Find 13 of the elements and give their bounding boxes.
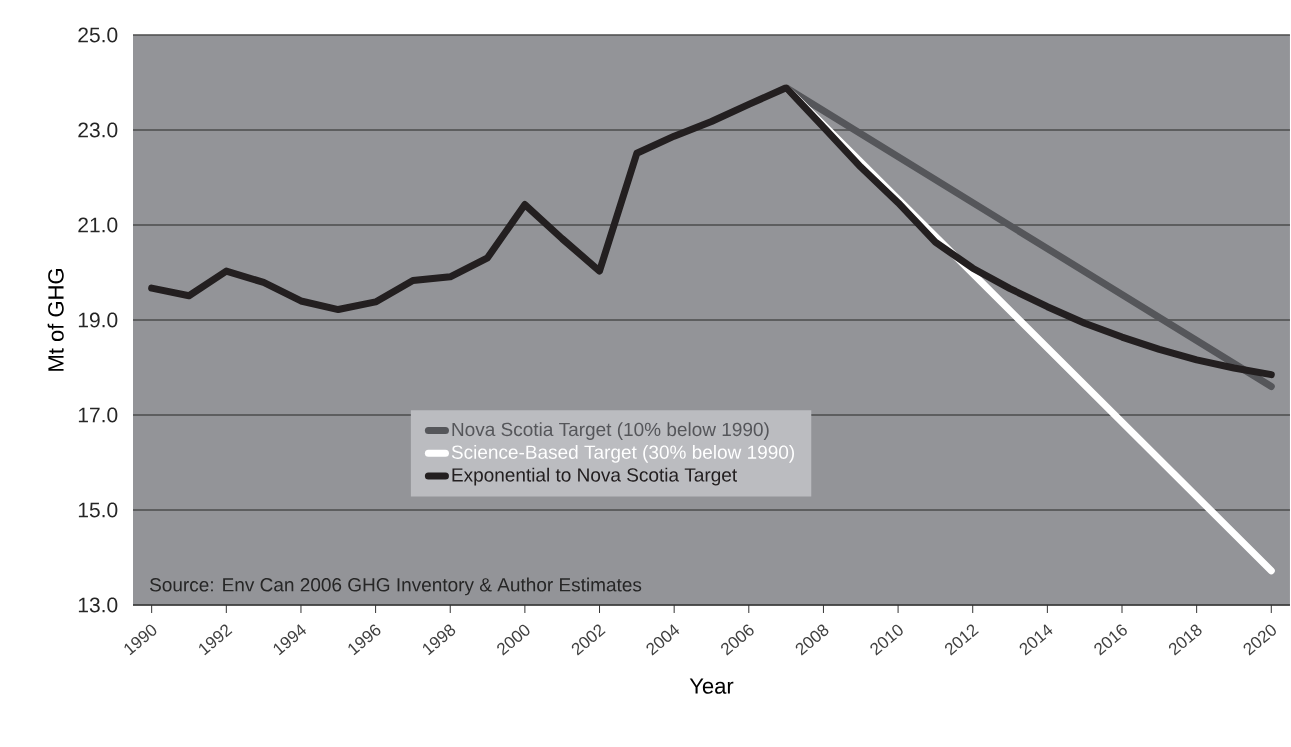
legend-label: Nova Scotia Target (10% below 1990) <box>452 422 769 440</box>
y-tick-label: 13.0 <box>78 597 118 613</box>
annotation: Source: Env Can 2006 GHG Inventory & Author Estimates <box>149 577 642 596</box>
x-axis-title: Year <box>689 678 734 694</box>
legend-label: Science-Based Target (30% below 1990) <box>451 444 794 463</box>
y-tick-label: 23.0 <box>78 122 118 138</box>
y-tick-label: 21.0 <box>78 217 118 233</box>
y-tick-label: 19.0 <box>78 312 118 328</box>
y-tick-label: 17.0 <box>78 407 118 423</box>
y-tick-label: 15.0 <box>78 502 118 518</box>
y-tick-label: 25.0 <box>78 27 118 43</box>
y-axis-title: Mt of GHG <box>47 269 64 371</box>
legend-label: Exponential to Nova Scotia Target <box>452 467 738 486</box>
